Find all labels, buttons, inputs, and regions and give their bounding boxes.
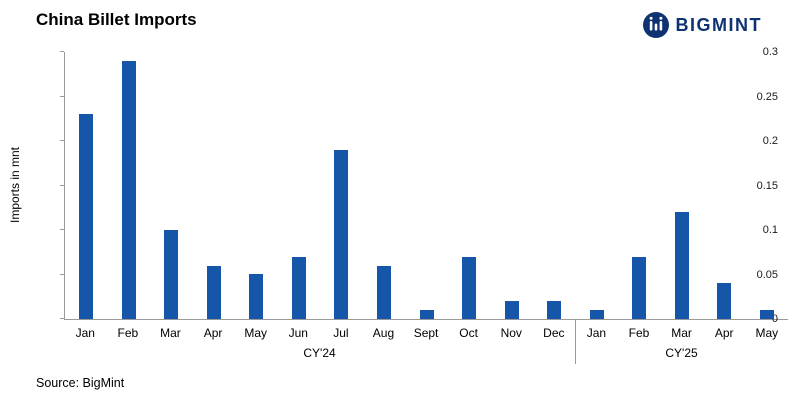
- brand-name: BIGMINT: [675, 14, 762, 35]
- y-tick-mark: [60, 140, 64, 141]
- group-label: CY'24: [303, 346, 336, 360]
- x-tick-label: Feb: [628, 326, 650, 340]
- bar: [589, 310, 604, 319]
- bar: [674, 212, 689, 319]
- x-tick-label: Apr: [714, 326, 734, 340]
- plot-area: 0 0.05 0.1 0.15 0.2 0.25 0.3: [60, 46, 788, 325]
- x-tick-label: May: [244, 326, 267, 340]
- bar: [79, 114, 94, 319]
- bar: [759, 310, 774, 319]
- page-title: China Billet Imports: [36, 10, 197, 29]
- bar-slot: [320, 52, 363, 319]
- x-tick-label: Oct: [459, 326, 478, 340]
- bar: [547, 301, 562, 319]
- bar: [717, 283, 732, 319]
- bar-slot: [618, 52, 661, 319]
- x-tick-label: Jan: [75, 326, 95, 340]
- x-tick-label: Mar: [671, 326, 692, 340]
- bar-slot: [533, 52, 576, 319]
- bar-slot: [193, 52, 236, 319]
- bar: [121, 61, 136, 319]
- y-tick-mark: [60, 95, 64, 97]
- x-tick-label: Apr: [203, 326, 223, 340]
- y-tick-label: 0.2: [762, 135, 778, 147]
- x-tick-label: Nov: [500, 326, 522, 340]
- x-tick-label: Feb: [117, 326, 139, 340]
- x-tick-label: Aug: [372, 326, 395, 340]
- y-axis-title: Imports in mnt: [8, 146, 22, 224]
- bar-slot: [363, 52, 406, 319]
- y-tick-mark: [60, 51, 64, 52]
- bar: [164, 230, 179, 319]
- group-label: CY'25: [665, 346, 698, 360]
- bar: [462, 257, 477, 319]
- bar-slot: [150, 52, 193, 319]
- bar-slot: [65, 52, 108, 319]
- y-tick-label: 0.25: [756, 90, 778, 103]
- bar: [504, 301, 519, 319]
- bar: [249, 274, 264, 319]
- bar-slot: [490, 52, 533, 319]
- bar-slot: [108, 52, 151, 319]
- y-tick-mark: [60, 184, 64, 186]
- bar-slot: [703, 52, 746, 319]
- y-tick-label: 0.1: [762, 224, 778, 236]
- x-tick-label: Jan: [586, 326, 607, 340]
- bar: [376, 266, 391, 319]
- x-tick-label: May: [755, 326, 779, 340]
- bar: [632, 257, 647, 319]
- bar: [291, 257, 306, 319]
- bar-slot: [278, 52, 321, 319]
- bigmint-icon: [642, 12, 669, 38]
- source-note: Source: BigMint: [36, 376, 125, 390]
- bar: [419, 310, 434, 319]
- y-tick-label: 0.05: [756, 268, 778, 281]
- x-tick-label: Mar: [160, 326, 181, 340]
- bar-series: [65, 52, 788, 319]
- y-tick-label: 0: [771, 313, 778, 325]
- y-tick-mark: [60, 273, 64, 275]
- bar-slot: [448, 52, 491, 319]
- bar-slot: [575, 52, 618, 319]
- brand-logo: BIGMINT: [642, 12, 763, 38]
- y-tick-mark: [60, 318, 64, 319]
- x-tick-label: Sept: [413, 326, 439, 340]
- bar-slot: [746, 52, 789, 319]
- x-tick-label: Jul: [333, 326, 349, 340]
- x-tick-label: Jun: [288, 326, 308, 340]
- y-tick-label: 0.15: [756, 179, 778, 192]
- group-separator-line: [575, 320, 577, 364]
- bar-slot: [405, 52, 448, 319]
- x-axis-labels: Jan Feb Mar Apr May Jun Jul Aug Sept Oct Nov Dec Jan…: [64, 326, 788, 340]
- y-tick-mark: [60, 229, 64, 230]
- bar: [334, 150, 349, 319]
- x-axis-group-labels: CY'24 CY'25: [64, 346, 788, 360]
- bar: [206, 266, 221, 319]
- bar-slot: [235, 52, 278, 319]
- x-tick-label: Dec: [543, 326, 565, 340]
- y-tick-label: 0.3: [762, 46, 778, 58]
- bar-slot: [660, 52, 703, 319]
